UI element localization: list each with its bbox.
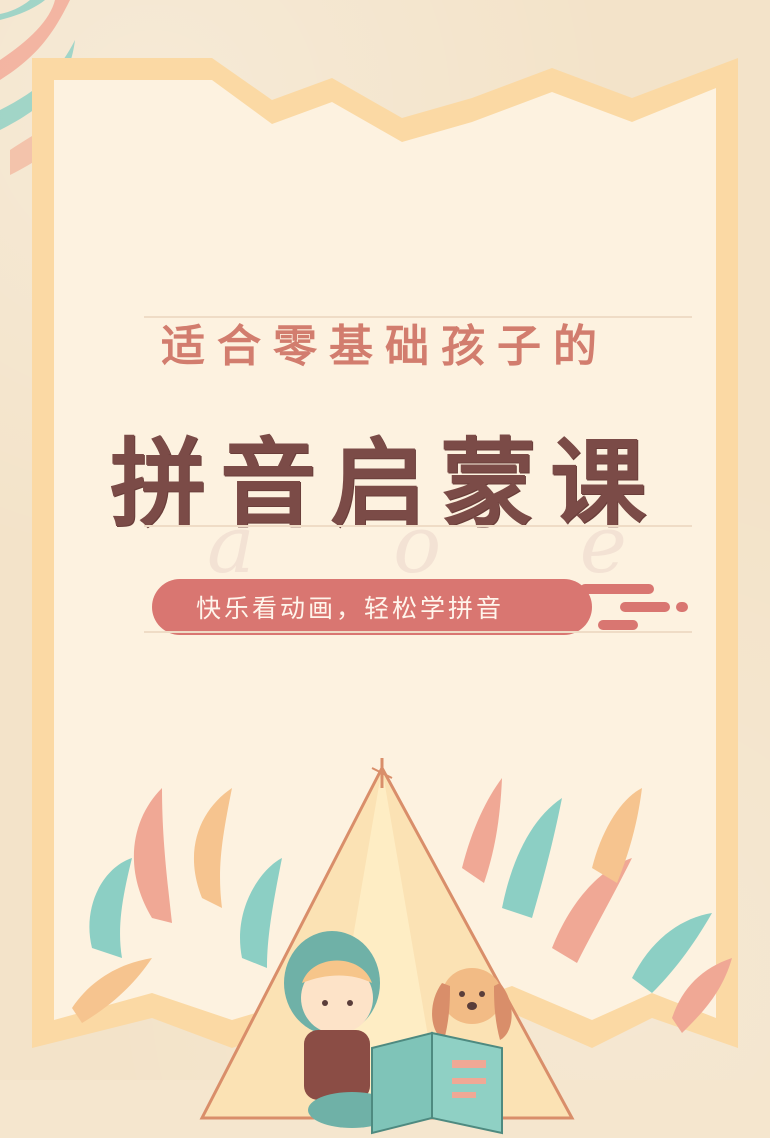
dog-icon <box>432 968 512 1040</box>
pinyin-watermark: a o e <box>207 498 627 591</box>
poster-frame <box>32 58 738 1048</box>
divider <box>144 631 692 633</box>
divider <box>144 316 692 318</box>
divider <box>144 525 692 527</box>
tagline-text: 快乐看动画，轻松学拼音 <box>196 594 505 623</box>
book-icon <box>371 1031 503 1135</box>
watermark-letter: a <box>207 498 255 591</box>
watermark-letter: o <box>393 498 442 591</box>
poster-card: a o e 适合零基础孩子的 拼音启蒙课 快乐看动画，轻松学拼音 <box>32 58 738 1135</box>
leaf-icon <box>72 778 732 1033</box>
speed-lines-icon <box>580 584 688 630</box>
tagline-banner: 快乐看动画，轻松学拼音 <box>152 579 592 635</box>
page-title: 拼音启蒙课 <box>110 428 660 540</box>
subtitle: 适合零基础孩子的 <box>161 321 609 372</box>
watermark-letter: e <box>579 498 627 591</box>
